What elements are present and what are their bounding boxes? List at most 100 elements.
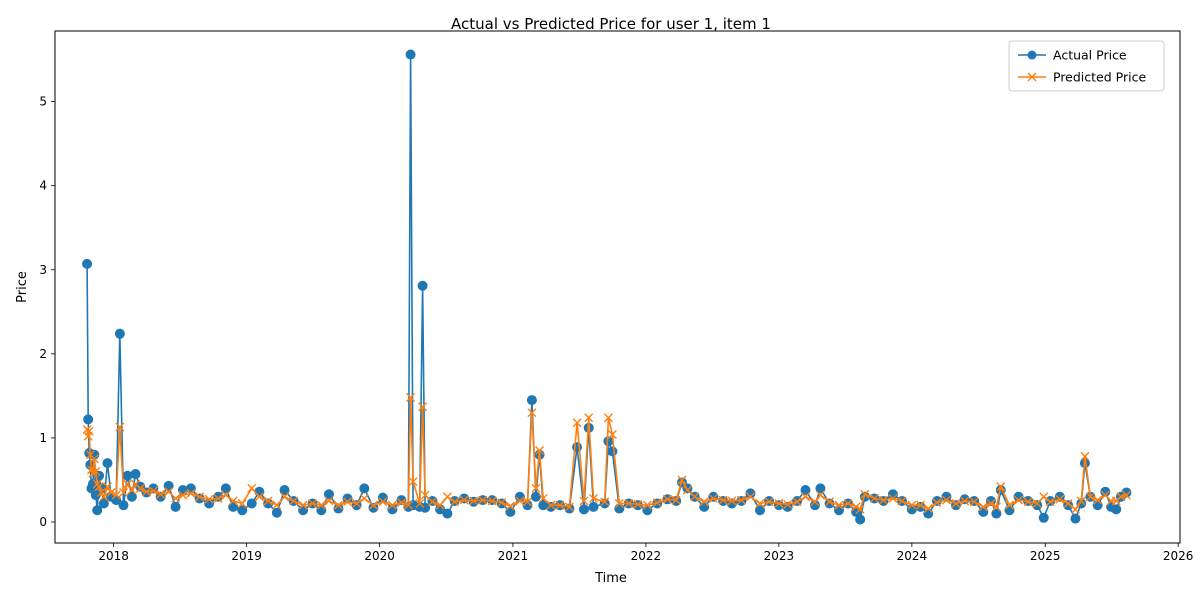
data-point [280, 492, 290, 502]
data-point [127, 485, 137, 495]
data-point [298, 500, 308, 510]
data-point [417, 280, 428, 291]
data-point [1093, 495, 1103, 505]
data-point [221, 490, 231, 500]
x-tick-label-2018: 2018 [98, 549, 129, 563]
y-tick-label-4: 4 [39, 179, 47, 193]
data-point [792, 497, 802, 507]
data-point [102, 458, 113, 469]
data-point [897, 496, 907, 506]
data-point [809, 500, 820, 511]
data-point [1004, 505, 1015, 516]
data-point [1045, 497, 1055, 507]
data-point [368, 500, 378, 510]
data-point [834, 500, 844, 510]
data-point [682, 485, 692, 495]
data-point [415, 498, 425, 508]
data-point [405, 49, 416, 60]
y-tick-label-1: 1 [39, 431, 47, 445]
data-point [843, 498, 853, 508]
data-point [764, 497, 774, 507]
chart-title: Actual vs Predicted Price for user 1, it… [451, 15, 771, 33]
data-point [708, 493, 718, 503]
data-point [834, 505, 845, 516]
data-point [855, 504, 865, 514]
data-point [246, 498, 257, 509]
data-point [522, 500, 533, 511]
data-point [564, 502, 574, 512]
data-point [531, 483, 541, 493]
data-point [523, 497, 533, 507]
data-point [690, 492, 700, 502]
data-point [469, 496, 479, 506]
data-point [98, 498, 109, 509]
legend: Actual Price Predicted Price [1008, 40, 1165, 92]
data-point [545, 501, 556, 512]
x-tick-label-2020: 2020 [364, 549, 395, 563]
data-point [916, 500, 926, 510]
y-tick-label-0: 0 [39, 515, 47, 529]
data-point [538, 493, 548, 503]
data-point [170, 501, 181, 512]
data-point [815, 483, 826, 494]
data-point [1070, 504, 1080, 514]
data-point [333, 500, 343, 510]
data-point [1032, 500, 1043, 511]
data-point [90, 490, 101, 501]
data-point [527, 408, 537, 418]
data-point [308, 498, 318, 508]
data-point [555, 500, 565, 510]
data-point [815, 490, 825, 500]
y-tick-label-5: 5 [39, 95, 47, 109]
data-point [195, 492, 205, 502]
data-point [579, 496, 589, 506]
data-point [237, 505, 248, 516]
data-point [671, 495, 681, 505]
data-point [1055, 494, 1065, 504]
axes-layer: 2018 2019 2020 2021 2022 2023 2024 2025 2026 0 1 2 3… [39, 95, 1193, 563]
data-point [969, 497, 979, 507]
data-point [1038, 512, 1049, 523]
data-point [102, 482, 112, 492]
data-point [941, 495, 951, 505]
data-point [1092, 500, 1103, 511]
x-tick-label-2022: 2022 [631, 549, 662, 563]
data-point [84, 426, 94, 436]
data-point [1014, 495, 1024, 505]
data-point [754, 505, 765, 516]
data-point [435, 500, 445, 510]
data-point [515, 496, 525, 506]
data-point [342, 493, 353, 504]
data-point [1070, 513, 1081, 524]
data-point [459, 493, 470, 504]
data-point [932, 498, 942, 508]
data-point [991, 502, 1001, 512]
data-point [633, 499, 643, 509]
data-point [115, 422, 125, 432]
data-point [783, 499, 793, 509]
data-point [213, 493, 223, 503]
data-point [316, 505, 327, 516]
data-point [106, 488, 116, 498]
data-point [677, 475, 687, 485]
y-tick-label-3: 3 [39, 263, 47, 277]
data-point [572, 442, 583, 453]
data-point [418, 402, 428, 412]
data-point [1100, 486, 1111, 497]
data-point [135, 483, 145, 493]
data-point [960, 496, 970, 506]
data-point [810, 497, 820, 507]
data-point [406, 393, 416, 403]
data-point [123, 479, 132, 489]
data-point [126, 491, 137, 502]
data-point [855, 514, 866, 525]
x-tick-label-2024: 2024 [897, 549, 928, 563]
data-point [163, 480, 174, 491]
data-point [600, 497, 610, 507]
data-point [1085, 492, 1095, 502]
data-point [860, 489, 870, 499]
x-tick-label-2026: 2026 [1163, 549, 1194, 563]
data-point [237, 498, 247, 508]
data-point [333, 503, 344, 514]
